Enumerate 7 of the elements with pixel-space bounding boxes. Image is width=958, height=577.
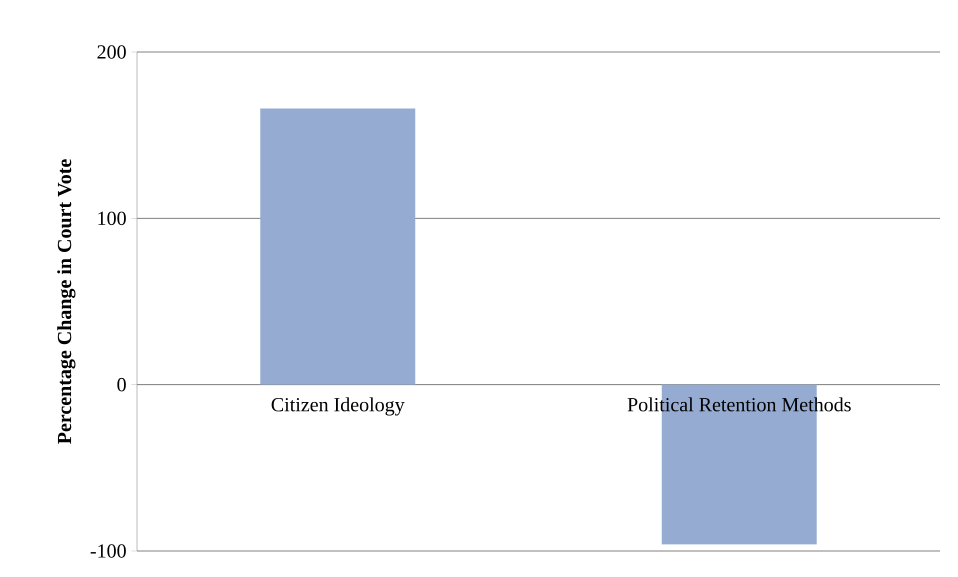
y-tick-label: 200 [97,45,126,59]
y-tick-label: -100 [90,544,126,558]
y-tick-label: 100 [98,212,126,226]
x-tick-label: Political Retention Methods [628,397,851,412]
x-tick-label: Citizen Ideology [272,397,405,416]
y-axis-title: Percentage Change in Court Vote [57,159,76,444]
y-tick-label: 0 [117,378,126,392]
